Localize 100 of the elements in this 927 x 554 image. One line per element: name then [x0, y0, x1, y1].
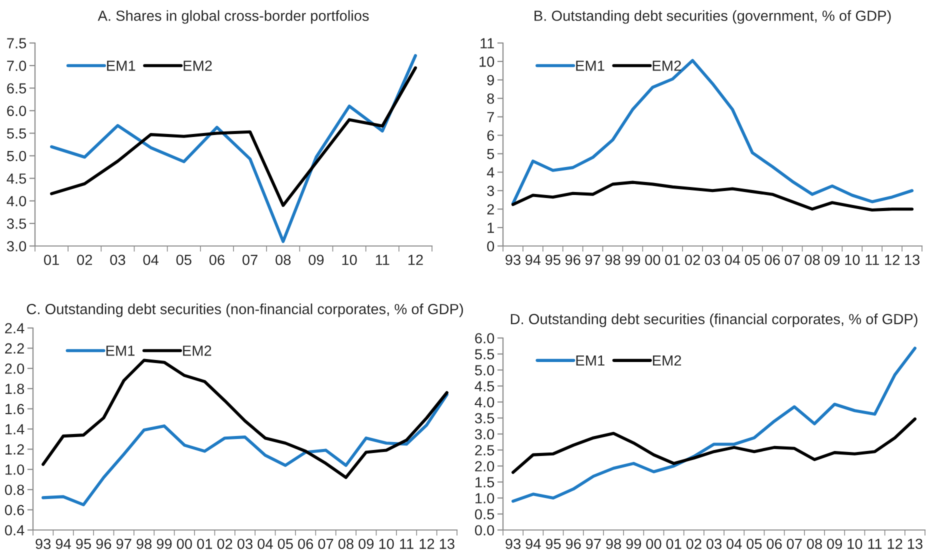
x-tick-label: 04 — [726, 538, 742, 550]
line-series — [50, 54, 417, 244]
y-tick-label: 2.0 — [475, 461, 494, 472]
x-tick-label: 04 — [724, 254, 740, 266]
x-tick-label: 93 — [506, 254, 520, 266]
x-tick-label: 10 — [845, 254, 860, 266]
x-tick-label: 02 — [217, 538, 232, 550]
legend-label: EM1 — [576, 356, 604, 366]
y-tick-label: 4 — [486, 167, 494, 178]
legend-label: EM2 — [652, 355, 682, 366]
x-tick-label: 98 — [606, 538, 621, 550]
x-tick-label: 96 — [565, 254, 580, 266]
x-tick-label: 09 — [308, 254, 324, 266]
x-tick-label: 05 — [176, 254, 192, 266]
chart-title: D. Outstanding debt securities (financial corporates, % of GDP) — [510, 314, 918, 328]
y-tick-label: 7 — [487, 112, 494, 122]
legend-label: EM2 — [184, 60, 212, 71]
x-tick-label: 05 — [744, 254, 760, 266]
line-series — [511, 59, 914, 206]
legend-label: EM1 — [106, 346, 135, 356]
x-tick-label: 00 — [645, 254, 660, 266]
y-tick-label: 2 — [487, 204, 494, 214]
x-tick-label: 99 — [156, 538, 172, 550]
legend-label: EM1 — [107, 60, 136, 71]
y-tick-label: 1.0 — [6, 464, 24, 475]
x-tick-label: 12 — [420, 538, 434, 549]
x-tick-label: 00 — [646, 538, 662, 550]
y-tick-label: 10 — [480, 56, 494, 67]
y-tick-label: 1.6 — [6, 404, 24, 414]
y-tick-label: 5.5 — [6, 128, 26, 139]
x-tick-label: 05 — [278, 538, 293, 550]
x-tick-label: 95 — [76, 538, 91, 550]
x-tick-label: 03 — [704, 254, 720, 266]
x-tick-label: 11 — [868, 538, 882, 549]
x-tick-label: 97 — [585, 254, 600, 266]
x-tick-label: 01 — [666, 538, 682, 550]
x-tick-label: 98 — [136, 538, 152, 550]
x-tick-label: 03 — [237, 538, 252, 550]
legend-label: EM1 — [576, 60, 604, 71]
x-tick-label: 96 — [566, 538, 581, 550]
line-series — [512, 417, 916, 474]
x-tick-label: 08 — [276, 254, 291, 266]
x-tick-label: 07 — [786, 538, 802, 550]
y-tick-label: 1 — [488, 222, 494, 233]
x-tick-label: 12 — [888, 538, 902, 549]
y-tick-label: 0.6 — [4, 504, 24, 516]
y-tick-label: 0.8 — [4, 484, 24, 496]
y-tick-label: 4.0 — [474, 397, 494, 408]
x-tick-label: 93 — [506, 538, 521, 550]
y-tick-label: 6 — [487, 130, 494, 141]
x-tick-label: 11 — [376, 254, 390, 265]
x-tick-label: 05 — [746, 538, 762, 550]
x-tick-label: 09 — [827, 538, 842, 550]
y-tick-label: 8 — [487, 93, 494, 104]
x-tick-label: 08 — [806, 538, 822, 550]
x-tick-label: 09 — [358, 538, 374, 550]
x-tick-label: 08 — [804, 254, 820, 266]
x-tick-label: 04 — [258, 538, 273, 550]
y-tick-label: 2.0 — [5, 364, 24, 374]
y-tick-label: 9 — [487, 75, 494, 86]
line-series — [511, 180, 914, 212]
x-tick-label: 08 — [338, 538, 354, 550]
x-tick-label: 13 — [908, 538, 922, 550]
y-tick-label: 6.5 — [7, 83, 26, 94]
line-series — [42, 358, 448, 480]
line-series — [42, 393, 448, 506]
x-tick-label: 13 — [905, 254, 920, 266]
y-tick-label: 1.0 — [476, 493, 494, 504]
y-tick-label: 5.0 — [474, 365, 494, 376]
x-tick-label: 09 — [824, 254, 840, 266]
x-tick-label: 06 — [764, 254, 780, 266]
line-series — [512, 346, 916, 503]
x-tick-label: 01 — [665, 254, 680, 266]
x-tick-label: 95 — [546, 538, 561, 550]
x-tick-label: 12 — [885, 254, 900, 265]
x-tick-label: 10 — [848, 538, 862, 550]
y-tick-label: 1.2 — [6, 444, 24, 454]
x-tick-label: 04 — [143, 254, 158, 266]
x-tick-label: 06 — [766, 538, 782, 550]
x-tick-label: 02 — [77, 254, 92, 266]
y-tick-label: 3.5 — [474, 413, 494, 424]
y-tick-label: 1.4 — [6, 424, 24, 434]
x-tick-label: 99 — [626, 538, 642, 550]
x-tick-label: 00 — [176, 538, 192, 550]
x-tick-label: 01 — [44, 254, 59, 266]
x-tick-label: 03 — [706, 538, 722, 550]
y-tick-label: 7.5 — [7, 38, 26, 48]
x-tick-label: 99 — [625, 254, 640, 266]
x-tick-label: 94 — [526, 254, 541, 266]
x-tick-label: 12 — [408, 254, 423, 265]
x-tick-label: 07 — [784, 254, 800, 266]
y-tick-label: 2.2 — [5, 343, 24, 354]
chart-title: B. Outstanding debt securities (government, % of GDP) — [534, 10, 891, 24]
x-tick-label: 13 — [440, 538, 454, 550]
y-tick-label: 5.5 — [474, 349, 494, 360]
x-tick-label: 07 — [318, 538, 334, 550]
x-tick-label: 10 — [379, 538, 394, 550]
y-tick-label: 5.0 — [6, 150, 26, 162]
chart-title: C. Outstanding debt securities (non-financial corporates, % of GDP) — [26, 304, 463, 318]
y-tick-label: 4.5 — [474, 381, 494, 392]
